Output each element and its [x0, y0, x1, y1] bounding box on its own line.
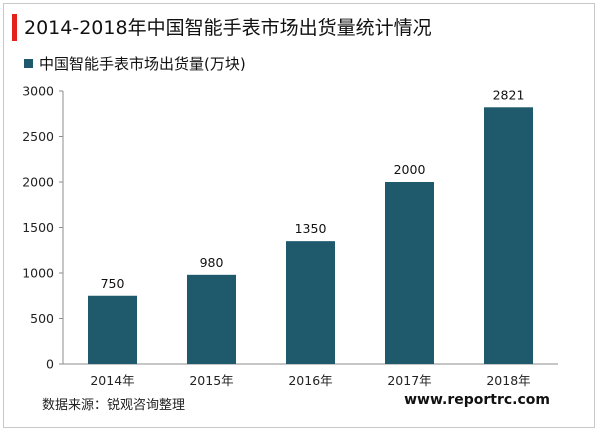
- y-tick-label: 3000: [22, 84, 54, 99]
- y-tick-label: 1500: [22, 220, 54, 235]
- website-link[interactable]: www.reportrc.com: [404, 392, 550, 408]
- legend: 中国智能手表市场出货量(万块): [24, 54, 246, 74]
- data-label: 750: [101, 276, 125, 291]
- x-tick-label: 2016年: [288, 373, 332, 388]
- bar: [385, 182, 434, 364]
- data-label: 2000: [394, 162, 426, 177]
- y-tick-label: 1000: [22, 266, 54, 281]
- legend-swatch: [24, 59, 33, 68]
- y-tick-label: 2000: [22, 175, 54, 190]
- x-tick-label: 2014年: [90, 373, 134, 388]
- y-tick-label: 0: [46, 357, 54, 372]
- bar: [286, 241, 335, 364]
- chart-title: 2014-2018年中国智能手表市场出货量统计情况: [24, 17, 432, 39]
- source-text: 数据来源：锐观咨询整理: [42, 398, 186, 413]
- bar: [88, 295, 137, 364]
- y-tick-label: 2500: [22, 129, 54, 144]
- data-label: 2821: [493, 87, 525, 102]
- data-label: 980: [200, 255, 224, 270]
- title-accent-bar: [12, 14, 17, 41]
- x-tick-label: 2018年: [486, 373, 530, 388]
- bar: [484, 107, 533, 364]
- data-label: 1350: [295, 221, 327, 236]
- x-tick-label: 2015年: [189, 373, 233, 388]
- y-tick-label: 500: [30, 311, 54, 326]
- legend-label: 中国智能手表市场出货量(万块): [39, 55, 246, 73]
- bar: [187, 274, 236, 364]
- x-tick-label: 2017年: [387, 373, 431, 388]
